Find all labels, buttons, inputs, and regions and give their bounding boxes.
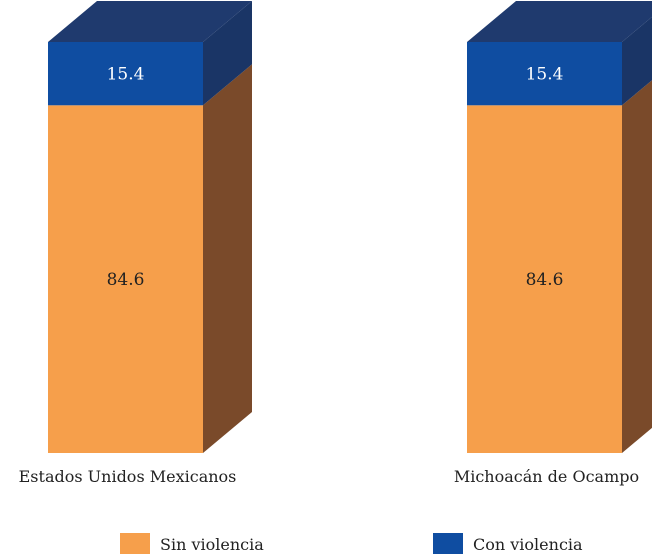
bar-sin-violencia-michoacan-de-ocampo [467,105,622,453]
legend: Sin violencia Con violencia [120,533,583,554]
bar-con-violencia-estados-unidos-mexicanos [48,42,203,106]
legend-label-con-violencia: Con violencia [473,535,583,554]
category-label-michoacan-de-ocampo: Michoacán de Ocampo [454,467,639,486]
bar-top-estados-unidos-mexicanos [48,1,252,42]
bar-con-violencia-michoacan-de-ocampo [467,42,622,106]
category-labels-group: Estados Unidos Mexicanos Michoacán de Oca… [19,467,640,486]
legend-swatch-con-violencia [433,533,463,554]
category-label-estados-unidos-mexicanos: Estados Unidos Mexicanos [19,467,237,486]
legend-label-sin-violencia: Sin violencia [160,535,264,554]
value-label-sin-violencia-michoacan-de-ocampo: 84.6 [526,270,564,290]
bar-side-sin-violencia-estados-unidos-mexicanos [203,64,252,453]
bar-side-con-violencia-michoacan-de-ocampo [622,16,652,106]
value-label-con-violencia-michoacan-de-ocampo: 15.4 [526,65,564,85]
bar-top-michoacan-de-ocampo [467,1,652,42]
value-labels-group: 84.6 15.4 84.6 15.4 [107,65,564,291]
value-label-sin-violencia-estados-unidos-mexicanos: 84.6 [107,270,145,290]
value-label-con-violencia-estados-unidos-mexicanos: 15.4 [107,65,145,85]
legend-swatch-sin-violencia [120,533,150,554]
bar-side-sin-violencia-michoacan-de-ocampo [622,80,652,453]
bar-sin-violencia-estados-unidos-mexicanos [48,105,203,453]
bars-group [48,1,652,453]
bar-side-con-violencia-estados-unidos-mexicanos [203,1,252,106]
